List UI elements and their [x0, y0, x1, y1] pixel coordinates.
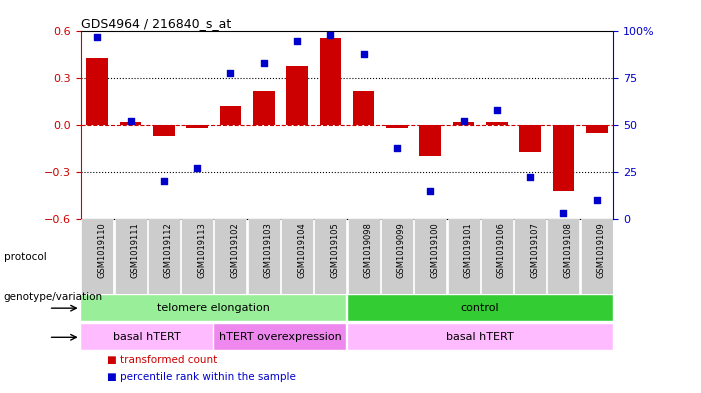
- Point: [425, 187, 436, 194]
- Bar: [120, 122, 142, 125]
- Text: protocol: protocol: [4, 252, 46, 263]
- Text: GSM1019112: GSM1019112: [164, 222, 173, 278]
- Bar: [447, 219, 479, 294]
- Bar: [453, 122, 475, 125]
- Bar: [186, 125, 208, 128]
- Text: GSM1019111: GSM1019111: [130, 222, 139, 278]
- Text: GSM1019098: GSM1019098: [364, 222, 373, 278]
- Point: [391, 144, 402, 151]
- Bar: [148, 219, 180, 294]
- Bar: [320, 38, 341, 125]
- Bar: [215, 324, 346, 351]
- Text: telomere elongation: telomere elongation: [157, 303, 271, 313]
- Point: [491, 107, 503, 113]
- Text: genotype/variation: genotype/variation: [4, 292, 102, 302]
- Text: hTERT overexpression: hTERT overexpression: [219, 332, 342, 342]
- Point: [524, 174, 536, 181]
- Point: [292, 38, 303, 44]
- Bar: [81, 324, 213, 351]
- Text: basal hTERT: basal hTERT: [447, 332, 514, 342]
- Text: GSM1019107: GSM1019107: [530, 222, 539, 278]
- Point: [558, 210, 569, 216]
- Text: ■ transformed count: ■ transformed count: [107, 355, 217, 365]
- Bar: [580, 219, 613, 294]
- Bar: [381, 219, 413, 294]
- Bar: [86, 58, 108, 125]
- Bar: [586, 125, 608, 133]
- Bar: [552, 125, 574, 191]
- Text: GSM1019102: GSM1019102: [231, 222, 240, 278]
- Point: [191, 165, 203, 171]
- Bar: [253, 91, 275, 125]
- Bar: [181, 219, 213, 294]
- Point: [358, 51, 369, 57]
- Point: [158, 178, 170, 184]
- Text: GSM1019103: GSM1019103: [264, 222, 273, 278]
- Text: GSM1019104: GSM1019104: [297, 222, 306, 278]
- Bar: [348, 219, 380, 294]
- Bar: [215, 219, 247, 294]
- Bar: [481, 219, 513, 294]
- Bar: [114, 219, 147, 294]
- Text: GSM1019113: GSM1019113: [197, 222, 206, 278]
- Point: [458, 118, 469, 125]
- Bar: [353, 91, 374, 125]
- Bar: [281, 219, 313, 294]
- Text: GSM1019101: GSM1019101: [463, 222, 472, 278]
- Text: GSM1019099: GSM1019099: [397, 222, 406, 278]
- Text: GDS4964 / 216840_s_at: GDS4964 / 216840_s_at: [81, 17, 231, 30]
- Bar: [486, 122, 508, 125]
- Bar: [81, 219, 114, 294]
- Bar: [219, 107, 241, 125]
- Text: GSM1019109: GSM1019109: [597, 222, 606, 278]
- Text: GSM1019108: GSM1019108: [564, 222, 573, 278]
- Bar: [419, 125, 441, 156]
- Bar: [386, 125, 408, 128]
- Text: basal hTERT: basal hTERT: [114, 332, 181, 342]
- Text: control: control: [461, 303, 500, 313]
- Bar: [519, 125, 541, 152]
- Bar: [314, 219, 346, 294]
- Point: [92, 34, 103, 40]
- Point: [125, 118, 136, 125]
- Bar: [514, 219, 546, 294]
- Point: [591, 197, 602, 203]
- Bar: [286, 66, 308, 125]
- Text: GSM1019105: GSM1019105: [330, 222, 339, 278]
- Text: ■ percentile rank within the sample: ■ percentile rank within the sample: [107, 372, 296, 382]
- Text: GSM1019110: GSM1019110: [97, 222, 107, 278]
- Bar: [81, 295, 346, 321]
- Bar: [247, 219, 280, 294]
- Bar: [348, 324, 613, 351]
- Text: GSM1019100: GSM1019100: [430, 222, 440, 278]
- Point: [258, 60, 269, 66]
- Bar: [153, 125, 175, 136]
- Point: [325, 32, 336, 39]
- Bar: [348, 295, 613, 321]
- Bar: [547, 219, 580, 294]
- Bar: [414, 219, 447, 294]
- Point: [225, 70, 236, 76]
- Text: GSM1019106: GSM1019106: [497, 222, 506, 278]
